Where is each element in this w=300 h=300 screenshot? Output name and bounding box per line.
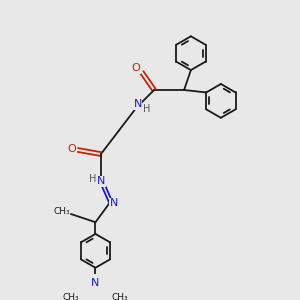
Text: N: N [97,176,105,186]
Text: CH₃: CH₃ [63,293,79,300]
Text: H: H [88,174,96,184]
Text: N: N [110,198,118,208]
Text: O: O [68,144,76,154]
Text: H: H [143,104,150,114]
Text: CH₃: CH₃ [53,207,70,216]
Text: CH₃: CH₃ [112,293,128,300]
Text: N: N [91,278,100,288]
Text: N: N [134,99,142,110]
Text: O: O [131,63,140,73]
